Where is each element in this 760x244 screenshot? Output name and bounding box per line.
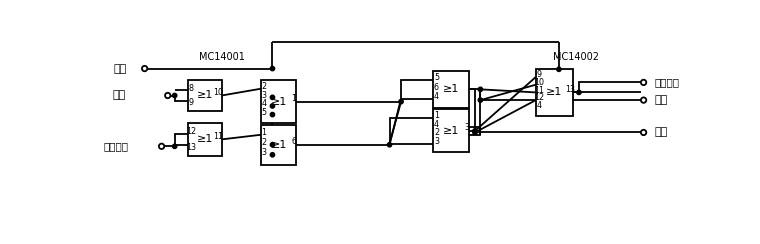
- Circle shape: [577, 90, 581, 95]
- Circle shape: [271, 153, 274, 157]
- Text: 5: 5: [434, 73, 439, 82]
- Text: ≥1: ≥1: [271, 140, 287, 150]
- Circle shape: [271, 104, 274, 108]
- Text: 6: 6: [292, 137, 296, 146]
- Bar: [433, 109, 469, 152]
- Text: 11: 11: [214, 132, 223, 141]
- Text: 时钟脉冲: 时钟脉冲: [103, 141, 128, 151]
- Text: 10: 10: [534, 78, 544, 87]
- Circle shape: [173, 144, 177, 149]
- Text: 3: 3: [434, 137, 439, 146]
- Text: 5: 5: [261, 108, 267, 117]
- Text: 4: 4: [434, 120, 439, 129]
- Text: 3: 3: [464, 123, 469, 132]
- Circle shape: [641, 80, 646, 85]
- Text: 复位: 复位: [654, 95, 667, 105]
- Text: 2: 2: [434, 128, 439, 137]
- Text: 1: 1: [434, 111, 439, 120]
- Text: 4: 4: [261, 99, 267, 108]
- Text: 起始: 起始: [112, 91, 126, 101]
- Text: 1: 1: [292, 94, 296, 103]
- Text: 2: 2: [261, 138, 267, 147]
- Circle shape: [159, 144, 164, 149]
- Text: ≥1: ≥1: [271, 97, 287, 107]
- Text: 9: 9: [188, 98, 193, 107]
- Circle shape: [142, 66, 147, 71]
- Text: 4: 4: [537, 101, 541, 110]
- Circle shape: [473, 130, 477, 135]
- Circle shape: [271, 143, 274, 147]
- Bar: [433, 71, 469, 108]
- Text: 6: 6: [434, 82, 439, 92]
- Text: MC14001: MC14001: [199, 52, 245, 62]
- Text: MC14002: MC14002: [553, 52, 599, 62]
- Circle shape: [473, 129, 477, 133]
- Bar: [261, 80, 296, 123]
- Text: ≥1: ≥1: [546, 87, 562, 97]
- Bar: [188, 123, 222, 156]
- Bar: [261, 125, 296, 165]
- Circle shape: [478, 87, 483, 92]
- Circle shape: [271, 66, 274, 71]
- Text: 12: 12: [534, 93, 544, 102]
- Circle shape: [271, 112, 274, 117]
- Text: 8: 8: [188, 83, 193, 92]
- Text: 12: 12: [185, 127, 196, 136]
- Text: 置位: 置位: [654, 127, 667, 137]
- Circle shape: [641, 130, 646, 135]
- Text: ≥1: ≥1: [197, 91, 213, 101]
- Text: 3: 3: [261, 148, 267, 157]
- Text: 4: 4: [434, 92, 439, 101]
- Text: 9: 9: [537, 70, 541, 79]
- Text: 11: 11: [534, 86, 544, 95]
- Circle shape: [165, 93, 170, 98]
- Text: ≥1: ≥1: [443, 84, 459, 94]
- Text: 3: 3: [261, 91, 267, 100]
- Text: ≥1: ≥1: [197, 134, 213, 144]
- Circle shape: [399, 100, 404, 104]
- Text: 1: 1: [261, 128, 267, 137]
- Text: 停止: 停止: [113, 63, 127, 73]
- Text: 10: 10: [214, 88, 223, 97]
- Circle shape: [271, 95, 274, 100]
- Bar: [536, 69, 573, 115]
- Text: 13: 13: [565, 85, 575, 94]
- Circle shape: [641, 97, 646, 103]
- Text: ≥1: ≥1: [443, 126, 459, 136]
- Circle shape: [388, 143, 391, 147]
- Text: 13: 13: [186, 142, 196, 152]
- Circle shape: [173, 93, 177, 98]
- Text: 计数完了: 计数完了: [654, 77, 679, 87]
- Text: 2: 2: [261, 82, 267, 91]
- Circle shape: [557, 67, 561, 71]
- Bar: [188, 80, 222, 111]
- Circle shape: [478, 98, 483, 102]
